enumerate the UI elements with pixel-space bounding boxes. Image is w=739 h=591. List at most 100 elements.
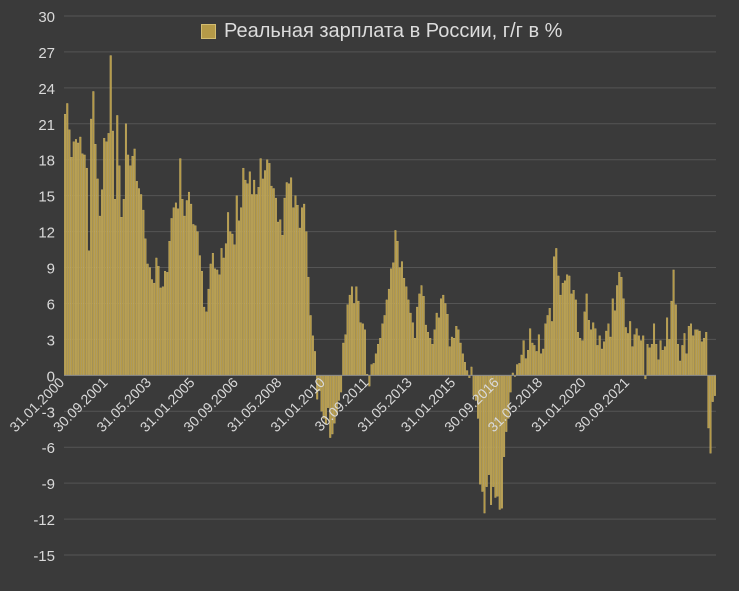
bar <box>668 339 671 376</box>
bar <box>161 286 164 376</box>
bar <box>151 279 153 376</box>
bar <box>500 375 503 509</box>
bar <box>461 353 464 376</box>
bar <box>581 340 584 376</box>
bar <box>672 269 675 376</box>
bar <box>266 159 269 376</box>
bar <box>209 263 212 376</box>
bar <box>622 298 625 376</box>
bar <box>205 311 208 376</box>
bar <box>381 323 384 376</box>
bar <box>229 231 232 376</box>
bar <box>466 370 469 376</box>
bar <box>637 335 640 376</box>
bar <box>429 338 432 376</box>
bar <box>170 218 173 376</box>
bar <box>705 332 708 376</box>
bar <box>183 215 186 376</box>
bar <box>177 208 180 376</box>
bar <box>251 194 253 376</box>
bar <box>524 358 527 376</box>
bar <box>66 103 69 376</box>
bar <box>203 306 206 376</box>
bar <box>105 141 108 376</box>
bar <box>235 195 238 376</box>
bar <box>127 154 130 376</box>
bar <box>520 354 523 376</box>
bar <box>609 336 612 376</box>
bar <box>518 363 521 376</box>
bar <box>74 139 77 376</box>
bar <box>594 328 597 376</box>
bar <box>463 362 466 376</box>
bar <box>294 195 297 376</box>
bar <box>88 250 90 376</box>
bar <box>640 340 642 376</box>
legend-swatch <box>201 24 216 39</box>
bar <box>433 329 436 376</box>
bar <box>103 138 106 376</box>
bar <box>685 353 688 376</box>
bar <box>635 328 638 376</box>
bar <box>174 202 177 376</box>
bar <box>201 270 203 376</box>
bar <box>687 326 690 376</box>
bar <box>383 315 386 376</box>
bar <box>231 233 234 376</box>
bar <box>674 304 677 376</box>
bar <box>224 243 227 376</box>
bar <box>120 217 123 376</box>
bar <box>296 205 299 376</box>
bar <box>131 155 134 376</box>
bar <box>218 274 221 376</box>
bar <box>287 183 290 376</box>
bar <box>111 130 114 376</box>
bar <box>509 375 512 393</box>
bar <box>561 282 564 376</box>
bar <box>357 300 360 376</box>
bar <box>259 158 262 376</box>
bar <box>385 299 388 376</box>
bar <box>418 293 421 376</box>
bar <box>305 231 308 376</box>
bar <box>516 364 519 376</box>
bar <box>129 165 132 376</box>
bar <box>277 221 280 376</box>
bar <box>616 285 619 376</box>
bar <box>627 333 629 376</box>
bar <box>707 375 710 429</box>
bar <box>444 303 447 376</box>
bar <box>442 294 445 376</box>
y-tick-label: 0 <box>47 368 55 385</box>
bar <box>153 282 156 376</box>
bar <box>300 207 303 376</box>
bar <box>142 209 145 376</box>
bar <box>292 207 295 376</box>
bar <box>242 167 245 376</box>
y-tick-label: -6 <box>42 440 55 457</box>
bar <box>94 144 97 376</box>
legend: Реальная зарплата в России, г/г в % <box>201 20 562 43</box>
bar <box>81 153 84 376</box>
bar <box>590 329 593 376</box>
bar <box>85 167 88 376</box>
bar <box>659 340 662 376</box>
bar <box>303 203 306 376</box>
bar <box>670 300 673 376</box>
bar <box>535 351 538 376</box>
y-tick-label: 21 <box>38 117 55 134</box>
bar <box>529 328 532 376</box>
bar <box>72 141 75 376</box>
bar <box>379 338 382 376</box>
bar <box>596 345 599 376</box>
bar <box>274 197 277 376</box>
bar <box>448 346 451 376</box>
bar <box>650 344 653 376</box>
bar <box>155 257 158 376</box>
bar <box>572 290 575 376</box>
bar <box>457 329 460 376</box>
bar <box>409 312 412 376</box>
bar <box>657 359 660 376</box>
bar <box>344 334 347 376</box>
